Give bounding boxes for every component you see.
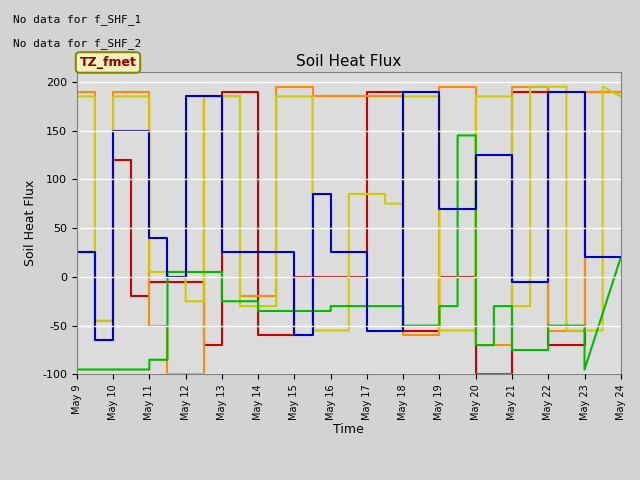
Text: TZ_fmet: TZ_fmet (79, 56, 136, 69)
Text: No data for f_SHF_2: No data for f_SHF_2 (13, 38, 141, 49)
X-axis label: Time: Time (333, 423, 364, 436)
Y-axis label: Soil Heat Flux: Soil Heat Flux (24, 180, 36, 266)
Text: No data for f_SHF_1: No data for f_SHF_1 (13, 14, 141, 25)
Title: Soil Heat Flux: Soil Heat Flux (296, 54, 401, 70)
